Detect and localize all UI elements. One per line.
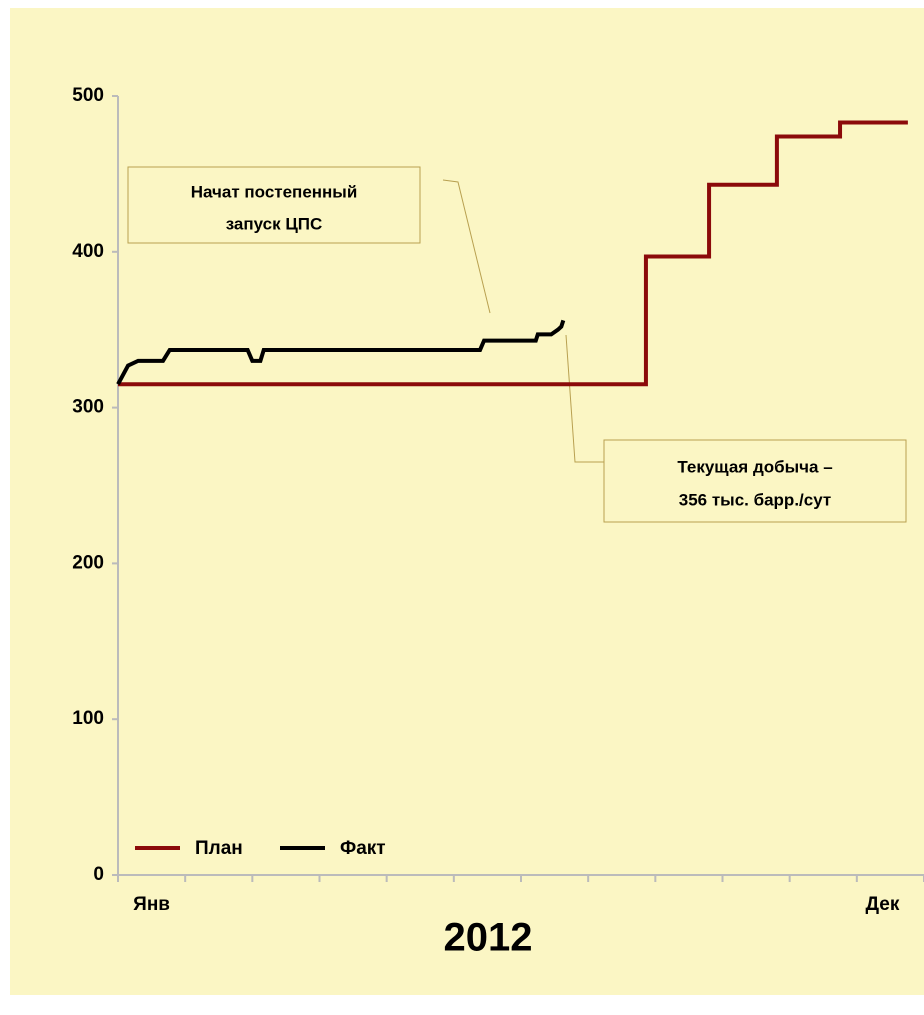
y-tick-label: 500 (72, 85, 104, 106)
series-line (118, 120, 908, 387)
x-tick-label: Янв (133, 894, 170, 915)
y-tick-label: 400 (72, 241, 104, 262)
series-line (116, 319, 566, 386)
y-tick-label: 100 (72, 708, 104, 729)
annotation-text: Текущая добыча – (677, 457, 832, 476)
legend-label: План (195, 838, 243, 859)
annotation-text: Начат постепенный (191, 182, 358, 201)
annotation-box (127, 166, 421, 244)
annotation-text: запуск ЦПС (226, 214, 323, 233)
x-tick-label: Дек (865, 894, 899, 915)
annotation-leader (565, 334, 604, 463)
annotation-leader (442, 179, 491, 314)
x-axis-label: 2012 (444, 916, 533, 960)
y-tick-label: 200 (72, 552, 104, 573)
y-tick-label: 0 (93, 864, 104, 885)
y-tick-label: 300 (72, 397, 104, 418)
legend-label: Факт (340, 838, 386, 859)
annotation-text: 356 тыс. барр./сут (679, 490, 831, 509)
annotation-box (603, 439, 907, 523)
